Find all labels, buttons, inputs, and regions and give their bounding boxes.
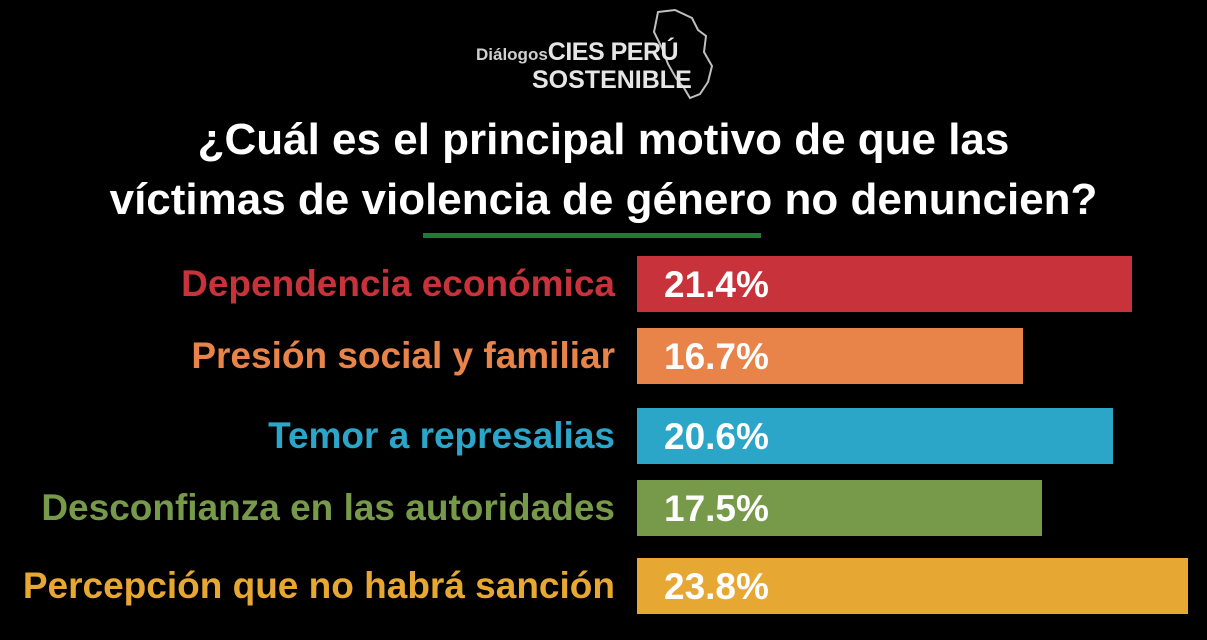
bar-value-label: 21.4% <box>664 264 769 305</box>
title-line1: ¿Cuál es el principal motivo de que las <box>197 115 1010 164</box>
bar-value-label: 23.8% <box>664 566 769 607</box>
title-line2: víctimas de violencia de género no denun… <box>109 175 1098 224</box>
logo: DiálogosCIES PERÚ SOSTENIBLE <box>470 8 720 100</box>
bar: 23.8% <box>637 558 1188 614</box>
logo-line1: DiálogosCIES PERÚ <box>476 38 679 67</box>
bar: 20.6% <box>637 408 1113 464</box>
title-divider <box>423 233 761 238</box>
bar-value-label: 20.6% <box>664 416 769 457</box>
logo-line2: SOSTENIBLE <box>532 66 692 94</box>
logo-main: CIES PERÚ <box>547 38 679 66</box>
category-label: Desconfianza en las autoridades <box>41 487 615 528</box>
category-label: Temor a represalias <box>268 415 615 456</box>
page-title: ¿Cuál es el principal motivo de que las … <box>0 110 1207 230</box>
logo-prefix: Diálogos <box>476 45 548 64</box>
bar-value-label: 17.5% <box>664 488 769 529</box>
peru-map-icon <box>652 8 714 100</box>
bar: 21.4% <box>637 256 1132 312</box>
bar: 17.5% <box>637 480 1042 536</box>
category-label: Presión social y familiar <box>191 335 615 376</box>
bar: 16.7% <box>637 328 1023 384</box>
category-label: Percepción que no habrá sanción <box>22 565 615 606</box>
category-label: Dependencia económica <box>181 263 615 304</box>
bar-value-label: 16.7% <box>664 336 769 377</box>
